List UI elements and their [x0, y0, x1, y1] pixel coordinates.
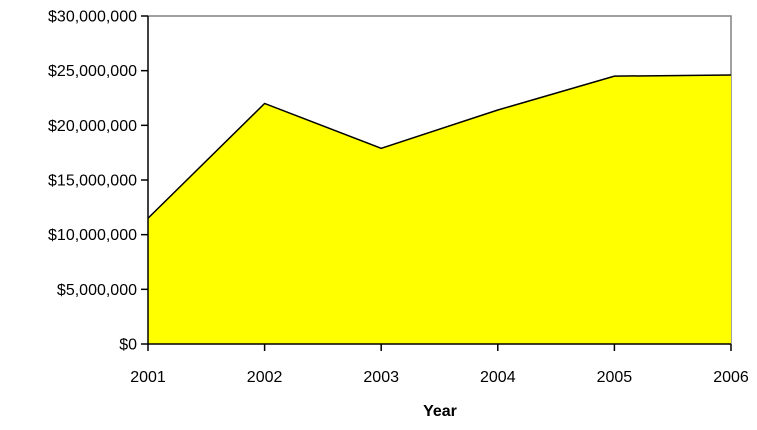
y-tick-label: $0	[119, 337, 137, 354]
x-tick-label: 2004	[480, 369, 516, 386]
y-tick-label: $25,000,000	[48, 63, 137, 80]
y-tick-label: $5,000,000	[57, 282, 137, 299]
y-tick-labels: $0 $5,000,000 $10,000,000 $15,000,000 $20,00…	[48, 9, 137, 354]
area-fill	[148, 75, 731, 344]
area-series-layer	[147, 74, 732, 344]
x-tick-label: 2001	[130, 369, 166, 386]
x-tick-label: 2003	[363, 369, 399, 386]
x-tick-labels: 2001 2002 2003 2004 2005 2006	[130, 369, 749, 386]
x-tick-label: 2006	[713, 369, 749, 386]
area-line	[147, 74, 732, 219]
y-tick-label: $30,000,000	[48, 9, 137, 26]
y-tick-label: $20,000,000	[48, 118, 137, 135]
x-tick-label: 2002	[247, 369, 283, 386]
axes	[141, 15, 732, 351]
x-tick-label: 2005	[597, 369, 633, 386]
y-tick-label: $10,000,000	[48, 227, 137, 244]
x-axis-title: Year	[423, 403, 457, 420]
y-tick-label: $15,000,000	[48, 173, 137, 190]
